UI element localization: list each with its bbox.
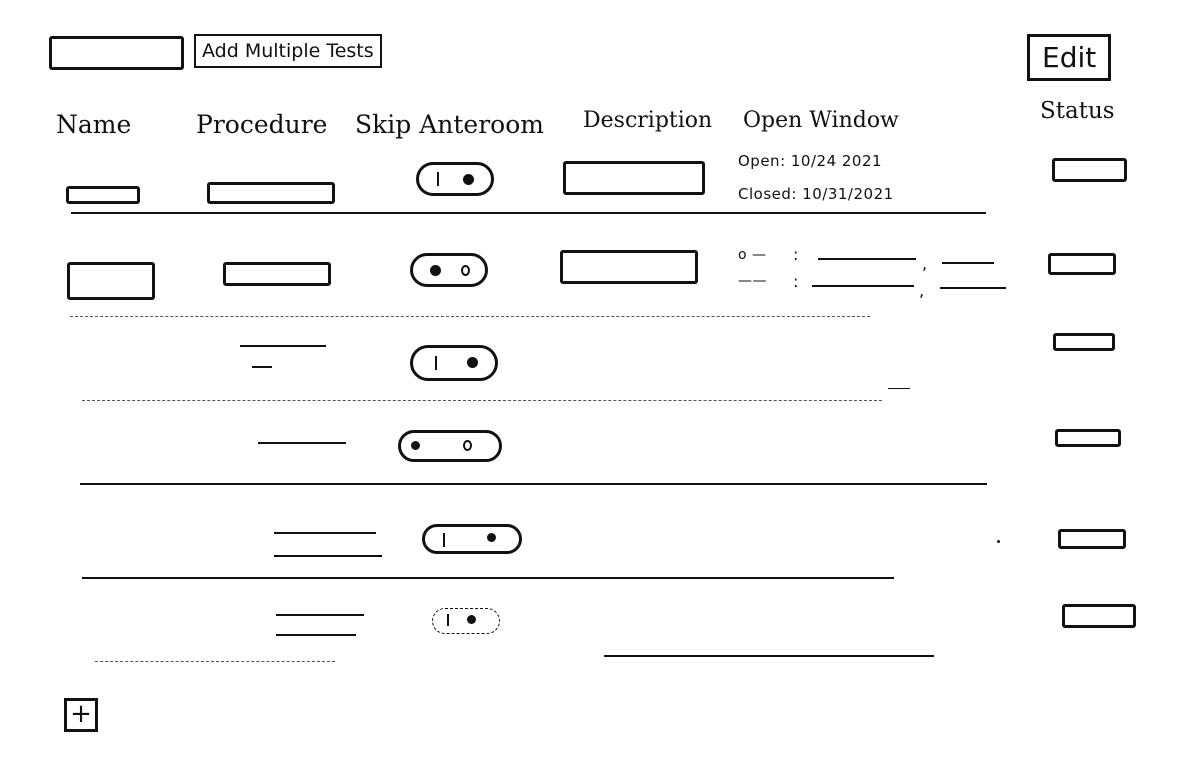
skip-anteroom-toggle[interactable] xyxy=(432,608,500,634)
status-field[interactable] xyxy=(1058,529,1126,549)
row-divider xyxy=(604,655,934,657)
column-header-skip-anteroom: Skip Anteroom xyxy=(355,110,544,139)
toggle-knob xyxy=(487,533,496,542)
toggle-on-mark xyxy=(447,614,449,626)
toggle-knob xyxy=(463,174,474,185)
toggle-knob xyxy=(411,441,420,450)
skip-anteroom-toggle[interactable] xyxy=(416,162,494,196)
procedure-text-line xyxy=(258,442,346,444)
column-header-description: Description xyxy=(583,108,713,133)
status-field[interactable] xyxy=(1052,158,1127,182)
status-field[interactable] xyxy=(1053,333,1115,351)
row-mark xyxy=(888,388,910,389)
toggle-on-mark xyxy=(437,172,439,186)
procedure-field[interactable] xyxy=(207,182,335,204)
closed-date-line xyxy=(812,285,914,287)
procedure-text-line xyxy=(252,366,272,368)
toggle-off-mark xyxy=(461,265,470,276)
edit-button[interactable]: Edit xyxy=(1027,34,1112,81)
open-date-text: Open: 10/24 2021 xyxy=(738,152,883,170)
procedure-field[interactable] xyxy=(223,262,331,286)
closed-date-text: Closed: 10/31/2021 xyxy=(738,185,894,203)
closed-window-separator: : xyxy=(793,272,799,291)
closed-window-placeholder: —— xyxy=(738,273,767,289)
row-divider xyxy=(80,483,987,485)
open-window-separator: : xyxy=(793,245,799,264)
description-field[interactable] xyxy=(563,161,705,195)
add-multiple-tests-button[interactable]: Add Multiple Tests xyxy=(194,34,382,68)
description-field[interactable] xyxy=(560,250,698,284)
skip-anteroom-toggle[interactable] xyxy=(422,524,522,554)
status-field[interactable] xyxy=(1055,429,1121,447)
open-date-line xyxy=(818,258,916,260)
toggle-on-mark xyxy=(435,356,437,370)
open-time-line xyxy=(942,262,994,264)
name-field[interactable] xyxy=(67,262,155,300)
name-field[interactable] xyxy=(66,186,140,204)
open-window-placeholder: o — xyxy=(738,247,767,263)
column-header-name: Name xyxy=(56,110,132,139)
open-comma: , xyxy=(922,254,928,273)
toggle-knob xyxy=(467,357,478,368)
row-divider xyxy=(71,212,986,214)
procedure-text-line xyxy=(274,555,382,557)
closed-comma: , xyxy=(919,281,925,300)
skip-anteroom-toggle[interactable] xyxy=(410,345,498,381)
add-row-button[interactable]: + xyxy=(64,698,98,732)
toggle-knob xyxy=(467,615,476,624)
toggle-on-mark xyxy=(443,533,445,547)
row-divider xyxy=(95,661,335,662)
row-divider xyxy=(70,316,870,317)
blank-input-box[interactable] xyxy=(49,36,184,70)
procedure-text-line xyxy=(276,614,364,616)
toggle-knob xyxy=(430,265,441,276)
column-header-open-window: Open Window xyxy=(743,108,899,133)
status-field[interactable] xyxy=(1048,253,1116,275)
toggle-off-mark xyxy=(463,440,472,451)
procedure-text-line xyxy=(276,634,356,636)
skip-anteroom-toggle[interactable] xyxy=(398,430,502,462)
row-divider xyxy=(82,400,882,401)
column-header-status: Status xyxy=(1040,98,1115,124)
skip-anteroom-toggle[interactable] xyxy=(410,253,488,287)
closed-time-line xyxy=(940,287,1006,289)
procedure-text-line xyxy=(240,345,326,347)
column-header-procedure: Procedure xyxy=(196,110,328,139)
procedure-text-line xyxy=(274,532,376,534)
status-field[interactable] xyxy=(1062,604,1136,628)
row-divider xyxy=(82,577,894,579)
row-mark xyxy=(997,540,1000,543)
